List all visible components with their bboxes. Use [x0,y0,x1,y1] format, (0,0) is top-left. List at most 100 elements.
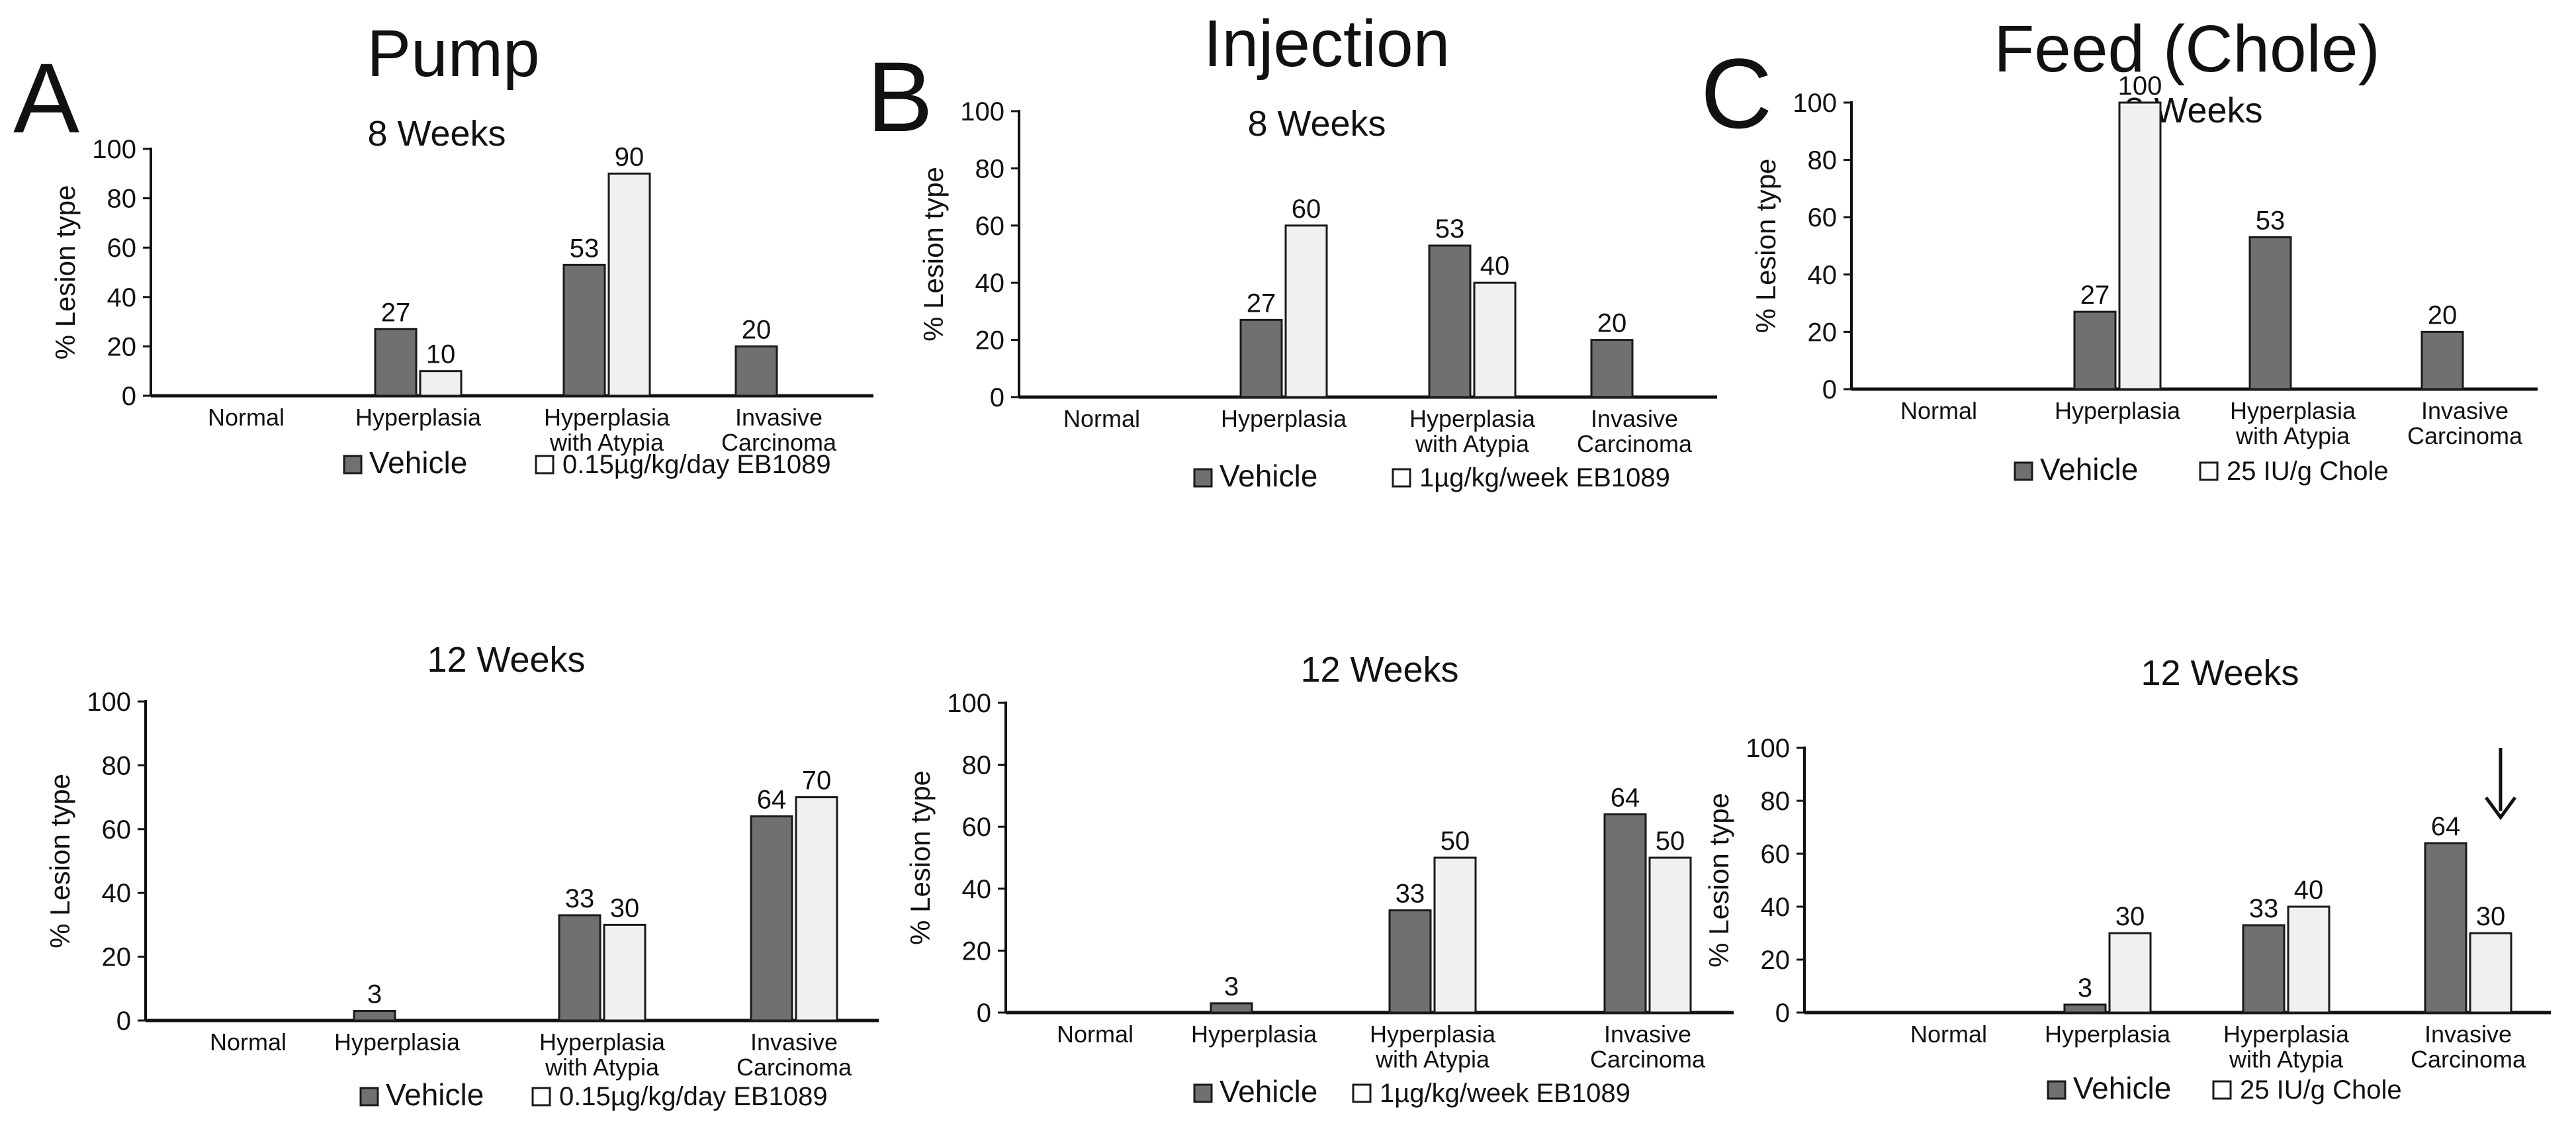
legend-label-vehicle: Vehicle [1220,459,1317,493]
data-label: 100 [2118,71,2162,101]
chart-b-8-weeks: 8 Weeks % Lesion type 0 20 40 60 80 100 Normal Hy… [918,97,1717,493]
x-category-label: Hyperplasia with Atypia [1370,1021,1496,1073]
data-label: 20 [742,315,772,344]
panel-letter-b: B [867,41,933,152]
data-label: 53 [1435,214,1465,244]
x-category-label: Hyperplasia with Atypia [1409,405,1536,457]
y-tick-label: 100 [947,689,991,718]
y-axis-label: % Lesion type [918,167,949,341]
x-category-label: Invasive Carcinoma [2411,1021,2526,1073]
down-arrow-icon [2484,796,2517,821]
x-category-label: Hyperplasia [334,1028,461,1056]
legend-label-treatment: 1µg/kg/week EB1089 [1380,1079,1630,1108]
legend-label-treatment: 25 IU/g Chole [2227,457,2389,486]
bar-vehicle [1603,813,1647,1014]
y-tick-label: 20 [102,943,132,972]
bar-vehicle [1590,339,1634,398]
legend-swatch-vehicle [2014,461,2033,481]
data-label: 33 [565,884,595,913]
y-tick-label: 20 [107,332,137,361]
bar-vehicle [1428,244,1472,398]
legend-label-vehicle: Vehicle [369,445,467,480]
bar-vehicle [2248,236,2292,390]
data-label: 27 [381,298,411,327]
bar-treatment [419,370,463,397]
x-category-label: Normal [1063,405,1140,432]
bar-vehicle [750,815,793,1022]
chart-title: 8 Weeks [367,114,506,154]
x-category-label: Hyperplasia [2045,1021,2171,1048]
data-label: 50 [1441,827,1470,856]
y-tick-label: 0 [1822,375,1837,404]
bar-treatment [2287,905,2331,1014]
bar-vehicle [1210,1002,1253,1014]
bar-vehicle [353,1010,396,1022]
x-category-label: Normal [1900,397,1977,424]
y-tick-label: 100 [87,688,131,717]
data-label: 33 [2249,894,2279,923]
y-tick-label: 20 [975,326,1005,355]
data-label: 53 [2256,206,2286,236]
bar-treatment [795,796,838,1022]
y-tick-label: 20 [1761,946,1791,975]
bar-treatment [2469,932,2512,1014]
bar-vehicle [562,263,606,397]
y-tick-label: 40 [107,283,137,312]
legend-label-vehicle: Vehicle [386,1077,484,1112]
y-tick-label: 60 [1808,203,1838,232]
chart-a-8-weeks: 8 Weeks % Lesion type 0 20 40 60 80 100 Normal Hy… [50,114,873,480]
data-label: 3 [2078,974,2092,1003]
bar-treatment [603,923,646,1022]
chart-title: 8 Weeks [1247,104,1386,144]
y-tick-label: 20 [1808,318,1838,347]
legend-swatch-treatment [1392,468,1411,488]
data-label: 30 [2476,902,2506,931]
legend-label-vehicle: Vehicle [2073,1071,2171,1105]
bar-treatment [607,172,651,397]
bar-vehicle [558,914,601,1022]
y-tick-label: 80 [102,751,132,780]
y-tick-label: 0 [977,999,991,1028]
x-category-label: Hyperplasia [1191,1021,1317,1048]
panel-letter-a: A [13,42,79,154]
bar-vehicle [2063,1003,2107,1014]
legend-swatch-treatment [531,1087,551,1107]
legend-swatch-vehicle [1193,468,1213,488]
data-label: 30 [2115,902,2145,931]
bar-vehicle [2242,924,2286,1014]
y-tick-label: 80 [975,154,1005,183]
legend-swatch-vehicle [2047,1080,2066,1100]
bar-vehicle [2421,330,2464,390]
legend-label-treatment: 25 IU/g Chole [2240,1075,2402,1105]
legend-swatch-treatment [2199,461,2219,481]
bar-vehicle [1239,318,1283,398]
data-label: 53 [570,234,600,263]
column-title-feed: Feed (Chole) [1994,12,2380,86]
legend-label-treatment: 1µg/kg/week EB1089 [1419,463,1670,492]
x-category-label: Invasive Carcinoma [1577,405,1693,457]
x-category-label: Normal [1910,1021,1987,1048]
y-tick-label: 60 [975,212,1005,241]
y-tick-label: 20 [962,936,992,966]
y-tick-label: 40 [962,875,992,904]
legend-swatch-vehicle [359,1087,379,1107]
x-category-label: Normal [210,1028,287,1056]
x-category-label: Normal [208,404,285,431]
data-label: 20 [1597,309,1627,338]
x-category-label: Hyperplasia with Atypia [2223,1021,2350,1073]
y-tick-label: 100 [960,97,1004,126]
y-tick-label: 100 [1793,89,1837,118]
x-category-label: Invasive Carcinoma [2407,397,2523,449]
data-label: 10 [426,340,456,369]
legend-label-treatment: 0.15µg/kg/day EB1089 [559,1082,828,1111]
data-label: 40 [1480,251,1510,281]
data-label: 64 [757,786,787,815]
y-tick-label: 80 [107,185,137,214]
legend-swatch-treatment [2212,1080,2232,1100]
y-tick-label: 0 [122,382,136,411]
data-label: 3 [367,980,382,1009]
y-tick-label: 40 [975,269,1005,298]
bar-treatment [1433,856,1477,1014]
